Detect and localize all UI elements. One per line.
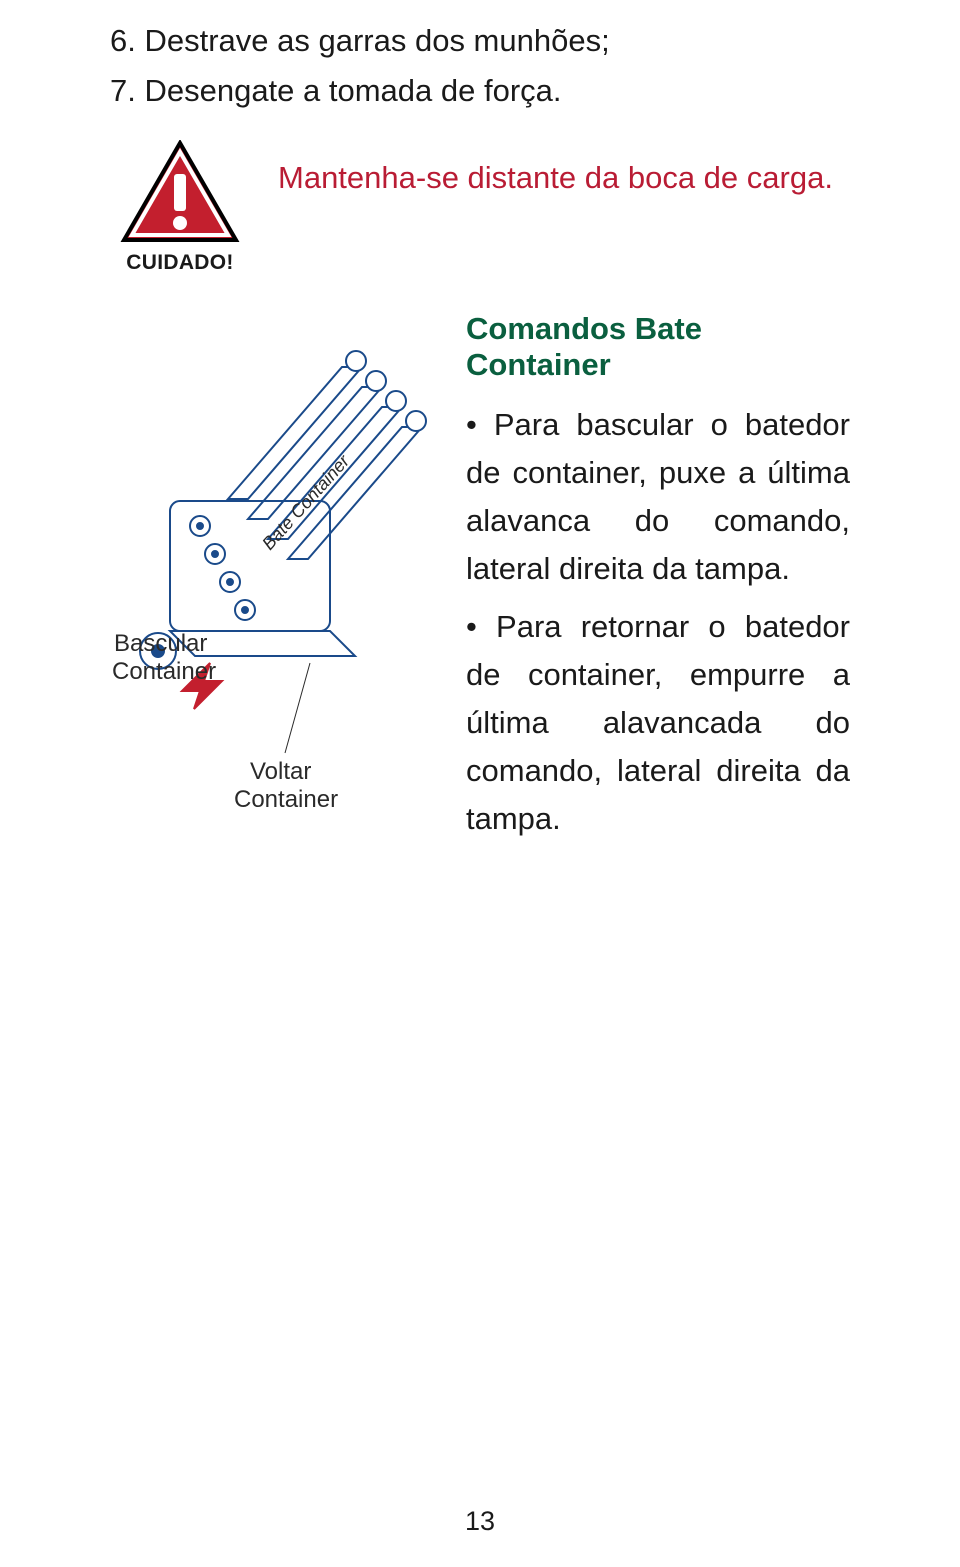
- content-row: Bate Container Bascular Container Voltar…: [110, 311, 850, 853]
- bullet-2: • Para retornar o batedor de container, …: [466, 603, 850, 843]
- step-7: 7. Desengate a tomada de força.: [110, 70, 850, 112]
- warning-triangle-block: CUIDADO!: [110, 140, 250, 275]
- diagram-voltar-label-1: Voltar: [250, 758, 311, 785]
- section-text: Comandos Bate Container • Para bascular …: [466, 311, 850, 853]
- step-6: 6. Destrave as garras dos munhões;: [110, 20, 850, 62]
- diagram-voltar-label-2: Container: [234, 786, 338, 813]
- warning-label: CUIDADO!: [126, 251, 233, 275]
- bullet-1: • Para bascular o batedor de container, …: [466, 401, 850, 593]
- warning-triangle-icon: [120, 140, 240, 245]
- section-title: Comandos Bate Container: [466, 311, 850, 383]
- warning-block: CUIDADO! Mantenha-se distante da boca de…: [110, 140, 850, 275]
- page-number: 13: [0, 1506, 960, 1537]
- warning-text: Mantenha-se distante da boca de carga.: [278, 140, 833, 198]
- diagram-bascular-label-2: Container: [112, 658, 216, 685]
- diagram-bascular-label-1: Bascular: [114, 630, 207, 657]
- diagram: Bate Container Bascular Container Voltar…: [110, 311, 440, 841]
